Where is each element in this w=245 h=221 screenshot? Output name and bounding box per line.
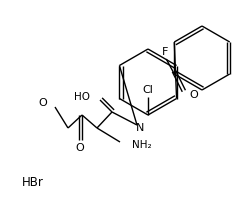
- Text: Cl: Cl: [143, 85, 153, 95]
- Text: NH₂: NH₂: [132, 140, 152, 150]
- Text: HBr: HBr: [22, 177, 44, 189]
- Text: O: O: [76, 143, 84, 153]
- Text: HO: HO: [74, 92, 90, 102]
- Text: F: F: [162, 47, 169, 57]
- Text: N: N: [136, 123, 144, 133]
- Text: O: O: [189, 90, 198, 100]
- Text: O: O: [38, 98, 47, 108]
